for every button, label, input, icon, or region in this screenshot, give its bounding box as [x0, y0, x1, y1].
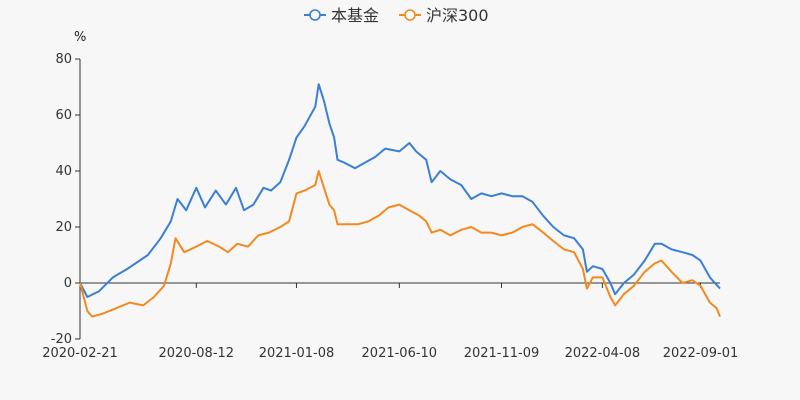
y-tick-label: 0: [64, 276, 72, 291]
series-lines: [79, 83, 721, 318]
x-tick-label: 2022-04-08: [565, 346, 641, 361]
y-axis: -20 0 20 40 60 80: [51, 52, 81, 347]
y-axis-unit-label: %: [74, 30, 86, 45]
legend-label: 沪深300: [426, 6, 489, 25]
x-tick-label: 2022-09-01: [663, 346, 739, 361]
legend: 本基金 沪深300: [304, 6, 489, 25]
y-tick-label: 20: [55, 220, 72, 235]
y-tick-label: 40: [55, 164, 72, 179]
y-tick-label: 60: [55, 108, 72, 123]
legend-item-1[interactable]: 本基金: [304, 6, 379, 25]
x-tick-label: 2020-08-12: [159, 346, 235, 361]
legend-circle-marker: [404, 9, 416, 21]
y-tick-label: -20: [51, 332, 72, 347]
x-axis: 2020-02-21 2020-08-12 2021-01-08 2021-06-10…: [42, 282, 739, 361]
legend-circle-marker: [309, 9, 321, 21]
x-tick-label: 2021-11-09: [464, 346, 540, 361]
legend-label: 本基金: [331, 6, 379, 25]
x-tick-label: 2021-01-08: [259, 346, 335, 361]
legend-item-2[interactable]: 沪深300: [399, 6, 489, 25]
y-tick-label: 80: [55, 52, 72, 67]
series-line-2: [79, 170, 721, 318]
x-tick-label: 2021-06-10: [362, 346, 438, 361]
series-line-1: [79, 83, 721, 298]
x-tick-label: 2020-02-21: [42, 346, 118, 361]
